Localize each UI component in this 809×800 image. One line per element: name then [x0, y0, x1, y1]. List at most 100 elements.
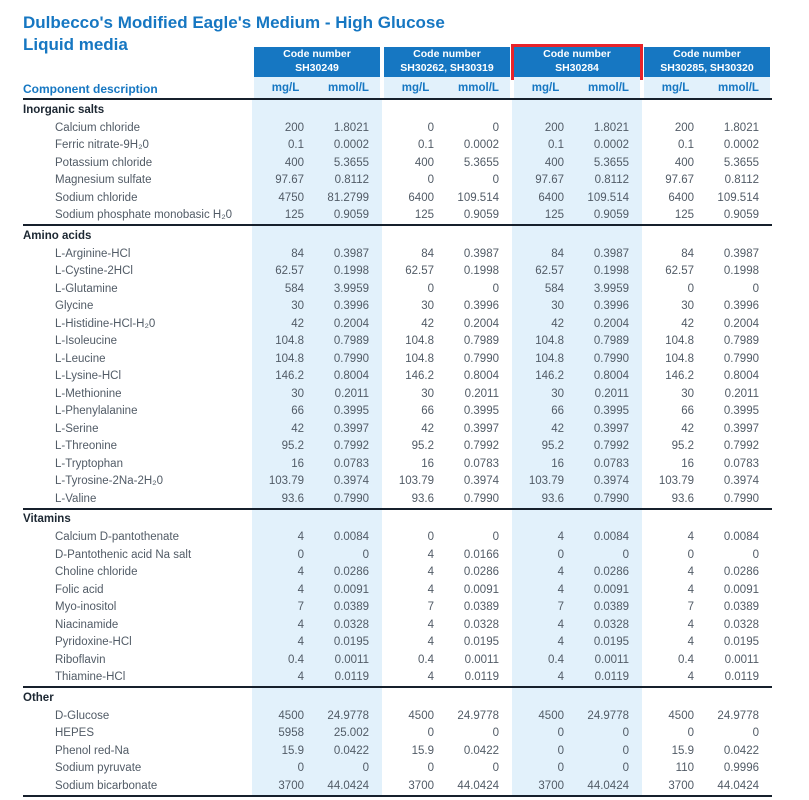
value-cell: 0.7989 [463, 335, 499, 348]
component-label: L-Tyrosine-2Na-2H₂0 [55, 475, 164, 488]
component-description-header: Component description [23, 82, 158, 96]
value-cell: 0.0091 [723, 583, 759, 596]
value-cell: 0.0119 [464, 671, 499, 684]
value-cell: 4 [687, 566, 694, 579]
value-cell: 93.6 [512, 490, 577, 508]
component-label: Magnesium sulfate [55, 174, 152, 187]
value-cell: 0.3996 [577, 297, 642, 315]
value-cell: 200 [512, 119, 577, 137]
section-label: Vitamins [23, 513, 71, 525]
value-cell: 0.0195 [577, 633, 642, 651]
table-row: Phenol red-Na 15.9 0.0422 15.9 0.0422 0 … [23, 742, 772, 760]
component-label: D-Pantothenic acid Na salt [55, 548, 192, 561]
table-row: Sodium pyruvate 0 0 0 0 0 0 110 0.9996 [23, 759, 772, 777]
value-cell: 0.0011 [724, 653, 759, 666]
component-label: Myo-inositol [55, 601, 117, 614]
value-cell: 0 [492, 121, 499, 134]
table-row: L-Phenylalanine 66 0.3995 66 0.3995 66 0… [23, 402, 772, 420]
unit-label-mmol: mmol/L [588, 81, 629, 94]
component-label: Ferric nitrate-9H₂0 [55, 139, 149, 152]
value-cell: 0.1998 [723, 265, 759, 278]
value-cell: 0.0286 [723, 566, 759, 579]
value-cell: 42 [681, 422, 694, 435]
component-label: Riboflavin [55, 653, 106, 666]
component-label: Sodium bicarbonate [55, 779, 158, 792]
value-cell: 0.9059 [463, 209, 499, 222]
unit-header-row: Component description mg/L mmol/L mg/L m… [23, 77, 809, 98]
code-band-sh30284-highlighted: Code number SH30284 [511, 44, 643, 80]
value-cell: 103.79 [252, 472, 317, 490]
value-cell: 0.7990 [317, 490, 382, 508]
value-cell: 0 [752, 727, 759, 740]
value-cell: 0.9059 [723, 209, 759, 222]
value-cell: 44.0424 [457, 779, 499, 792]
value-cell: 7 [687, 601, 694, 614]
value-cell: 44.0424 [317, 777, 382, 795]
value-cell: 0.0166 [463, 548, 499, 561]
component-label: L-Leucine [55, 352, 106, 365]
value-cell: 0.3987 [723, 247, 759, 260]
table-row: Calcium D-pantothenate 4 0.0084 0 0 4 0.… [23, 528, 772, 546]
code-band-sh30249: Code number SH30249 [254, 47, 380, 77]
value-cell: 4 [427, 671, 434, 684]
value-cell: 0.1 [678, 139, 694, 152]
page-subtitle: Liquid media [23, 35, 128, 54]
component-label: L-Cystine-2HCl [55, 265, 133, 278]
value-cell: 66 [681, 405, 694, 418]
value-cell: 0.7992 [723, 440, 759, 453]
value-cell: 0.0119 [317, 668, 382, 686]
value-cell: 0 [427, 121, 434, 134]
value-cell: 0 [427, 762, 434, 775]
component-label: HEPES [55, 727, 94, 740]
value-cell [252, 688, 317, 707]
value-cell: 84 [252, 245, 317, 263]
value-cell: 146.2 [252, 367, 317, 385]
value-cell: 0.0389 [723, 601, 759, 614]
component-label: L-Phenylalanine [55, 405, 138, 418]
value-cell: 0.0286 [463, 566, 499, 579]
value-cell: 0.8004 [317, 367, 382, 385]
table-row: L-Tryptophan 16 0.0783 16 0.0783 16 0.07… [23, 455, 772, 473]
value-cell: 200 [674, 121, 694, 134]
value-cell: 0.0783 [317, 455, 382, 473]
value-cell: 0.9996 [723, 762, 759, 775]
value-cell: 4 [252, 668, 317, 686]
value-cell: 4 [687, 636, 694, 649]
component-label: L-Lysine-HCl [55, 370, 122, 383]
value-cell: 0.3996 [463, 300, 499, 313]
table-row: Niacinamide 4 0.0328 4 0.0328 4 0.0328 4… [23, 616, 772, 634]
value-cell: 84 [421, 247, 434, 260]
value-cell: 146.2 [512, 367, 577, 385]
value-cell [577, 226, 642, 245]
value-cell: 0.7990 [463, 492, 499, 505]
code-number-value: SH30249 [295, 62, 339, 74]
value-cell [577, 509, 642, 529]
code-number-value: SH30284 [555, 62, 599, 74]
value-cell: 93.6 [411, 492, 434, 505]
value-cell: 0.0286 [577, 563, 642, 581]
value-cell: 97.67 [512, 171, 577, 189]
value-cell: 0 [512, 759, 577, 777]
table-row: Sodium bicarbonate 3700 44.0424 3700 44.… [23, 777, 772, 795]
value-cell: 24.9778 [317, 707, 382, 725]
value-cell: 0.0084 [577, 528, 642, 546]
table-header: Liquid media Code number SH30249 Code nu… [23, 35, 809, 80]
table-row: L-Valine 93.6 0.7990 93.6 0.7990 93.6 0.… [23, 490, 772, 508]
value-cell: 103.79 [398, 475, 434, 488]
value-cell: 30 [252, 385, 317, 403]
value-cell: 16 [252, 455, 317, 473]
value-cell: 4 [427, 636, 434, 649]
value-cell: 62.57 [252, 262, 317, 280]
value-cell: 0.2011 [464, 387, 499, 400]
value-cell: 4 [427, 583, 434, 596]
label-column-header-area: Liquid media [23, 35, 252, 77]
value-cell: 103.79 [512, 472, 577, 490]
value-cell: 4 [687, 583, 694, 596]
code-number-label: Code number [673, 48, 741, 61]
component-label: L-Methionine [55, 387, 122, 400]
component-label: L-Tryptophan [55, 457, 123, 470]
value-cell: 0.8004 [463, 370, 499, 383]
value-cell: 0.0389 [317, 598, 382, 616]
value-cell: 0 [577, 724, 642, 742]
value-cell: 66 [421, 405, 434, 418]
